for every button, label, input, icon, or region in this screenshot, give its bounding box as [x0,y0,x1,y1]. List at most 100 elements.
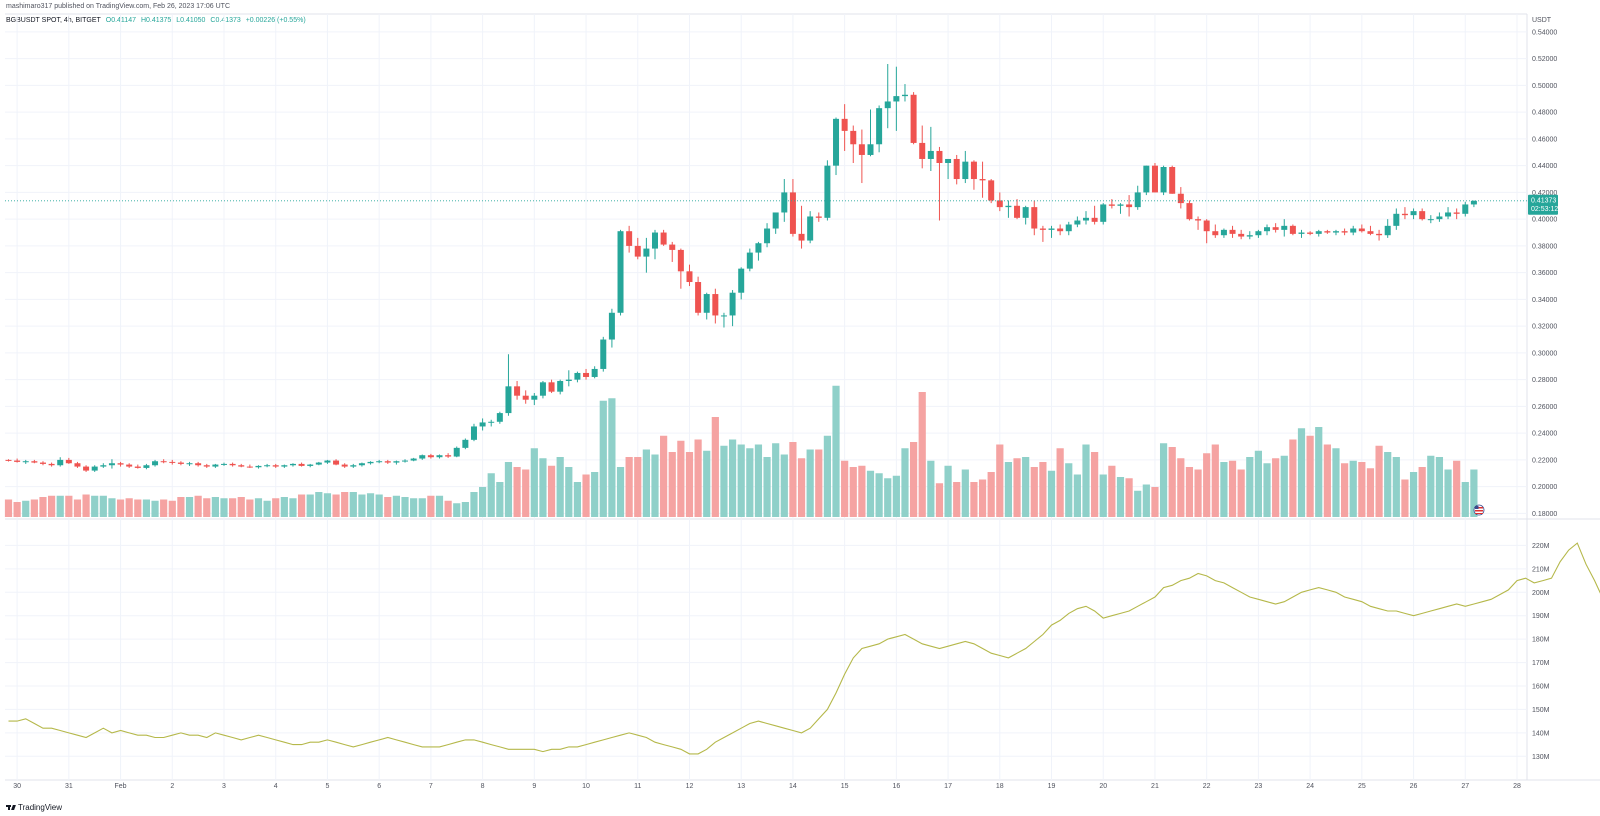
volume-bar [1091,452,1099,517]
published-by-text: mashimaro317 published on TradingView.co… [6,3,231,10]
volume-bar [858,465,866,517]
candle-body [962,161,969,180]
candle-body [712,294,719,316]
indicator-tick-label: 220M [1532,543,1550,550]
time-tick-label: Feb [115,783,127,790]
currency-label: USDT [1532,17,1552,24]
time-tick-label: 11 [634,783,641,790]
candle-body [1126,204,1133,208]
candle-body [453,447,460,457]
volume-bar [832,385,840,517]
candle-body [358,463,365,466]
volume-bar [530,448,538,517]
candle-body [1401,213,1408,216]
time-tick-label: 25 [1358,783,1366,790]
candle-body [910,94,917,143]
candle-body [1091,217,1098,222]
indicator-tick-label: 150M [1532,707,1550,714]
volume-bar [1349,460,1357,517]
candle-body [583,372,590,377]
volume-bar [513,467,521,517]
candle-body [1048,228,1055,230]
candle-body [988,180,995,201]
candle-body [901,94,908,97]
indicator-tick-label: 210M [1532,566,1550,573]
volume-bar [1177,458,1185,517]
price-tick-label: 0.32000 [1532,324,1557,331]
volume-bar [884,478,892,517]
volume-bar [1030,467,1038,517]
volume-bar [1073,474,1081,517]
time-tick-label: 3 [222,783,226,790]
candle-body [74,463,81,467]
volume-bar [849,467,857,517]
indicator-tick-label: 180M [1532,637,1550,644]
volume-bar [910,442,918,517]
volume-bar [1461,482,1469,517]
volume-bar [444,500,452,517]
candle-body [522,395,529,400]
volume-bar [1039,462,1047,517]
indicator-line [8,542,1600,755]
time-tick-label: 12 [686,783,694,790]
volume-bar [953,482,961,517]
volume-bar [496,482,504,517]
volume-bar [728,439,737,517]
volume-bar [22,500,30,517]
volume-bar [1254,450,1262,517]
candle-body [108,463,115,466]
volume-bar [366,493,375,517]
volume-bar [246,499,254,517]
candle-body [212,464,219,467]
last-price-label: 0.41373 [1531,197,1556,204]
candle-body [841,118,848,131]
volume-bar [927,460,935,517]
candle-body [1083,217,1089,221]
candle-body [1264,227,1271,232]
candle-body [1419,211,1426,220]
candle-body [160,461,167,463]
volume-bar [1306,435,1314,517]
volume-bar [651,454,659,517]
candle-body [591,368,598,377]
candle-body [436,455,443,458]
volume-bar [1375,445,1383,517]
volume-bar [461,502,469,517]
volume-bar [642,449,650,517]
candle-body [876,108,883,145]
volume-bar [677,440,685,517]
volume-bar [1237,469,1245,517]
candle-body [117,463,124,465]
volume-bar [151,500,159,517]
candle-body [488,421,495,423]
candle-body [22,461,29,463]
price-tick-label: 0.36000 [1532,270,1557,277]
volume-bar [1159,443,1168,517]
volume-bar [1220,462,1228,517]
candle-body [1065,224,1072,232]
volume-bar [763,457,771,517]
volume-bar [565,467,573,517]
price-tick-label: 0.28000 [1532,377,1557,384]
price-tick-label: 0.22000 [1532,457,1557,464]
time-tick-label: 17 [944,783,952,790]
volume-bar [125,498,133,517]
volume-bar [720,445,728,517]
volume-bar [384,497,392,517]
volume-bar [1108,465,1116,517]
candle-body [1220,229,1227,236]
candle-body [927,150,934,159]
volume-bar [547,465,556,517]
volume-bar [1289,439,1297,517]
volume-bar [608,398,616,517]
price-tick-label: 0.46000 [1532,136,1557,143]
volume-bar [470,492,478,517]
volume-bar [410,498,418,517]
candle-body [789,192,796,234]
volume-bar [978,479,987,517]
candle-body [445,455,452,457]
price-tick-label: 0.42000 [1532,190,1557,197]
volume-bar [875,473,883,517]
candle-body [1108,204,1115,206]
